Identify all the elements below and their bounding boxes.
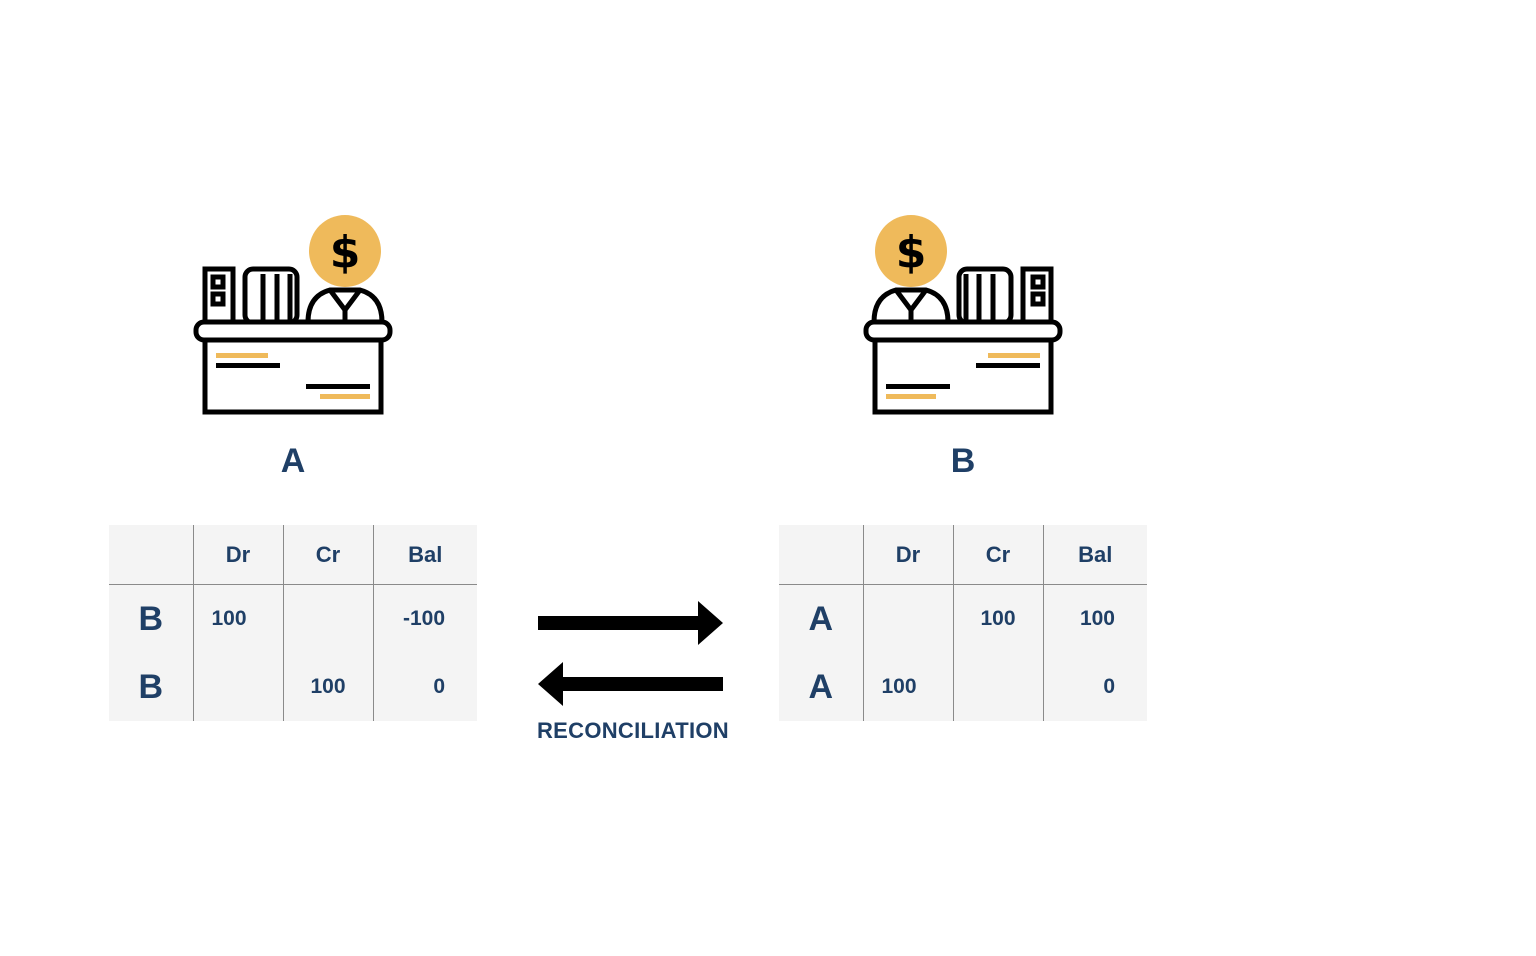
ledger-header-dr: Dr bbox=[862, 525, 953, 585]
arrow-right-icon bbox=[538, 601, 723, 645]
ledger-dr-cell bbox=[862, 584, 953, 654]
ledger-header-row: Dr Cr Bal bbox=[109, 525, 477, 585]
clerk-person-icon bbox=[305, 287, 385, 323]
ledger-bal-cell: 0 bbox=[372, 653, 477, 721]
party-a-ledger-table: Dr Cr Bal B 100 -100 B 100 0 bbox=[109, 525, 477, 721]
ledger-header-cr: Cr bbox=[952, 525, 1043, 585]
books-icon bbox=[956, 266, 1054, 326]
ledger-header-bal: Bal bbox=[372, 525, 477, 585]
ledger-account: B bbox=[138, 599, 164, 638]
ledger-header-cr: Cr bbox=[282, 525, 373, 585]
desk-icon bbox=[863, 319, 1063, 415]
ledger-header-bal: Bal bbox=[1042, 525, 1147, 585]
party-a-label: A bbox=[280, 442, 306, 480]
table-row: A 100 0 bbox=[779, 653, 1147, 721]
ledger-bal-cell: 100 bbox=[1042, 584, 1147, 654]
svg-text:$: $ bbox=[330, 227, 361, 278]
ledger-bal-cell: 0 bbox=[1042, 653, 1147, 721]
reconciliation-label: RECONCILIATION bbox=[536, 718, 729, 743]
dollar-coin-icon bbox=[309, 215, 381, 287]
ledger-dr-cell bbox=[192, 653, 283, 721]
ledger-header-dr: Dr bbox=[192, 525, 283, 585]
ledger-cr-cell: 100 bbox=[952, 584, 1043, 654]
party-a-banker-icon: $ bbox=[193, 215, 393, 415]
ledger-cr-cell bbox=[952, 653, 1043, 721]
ledger-account: B bbox=[138, 667, 164, 706]
party-b-ledger-table: Dr Cr Bal A 100 100 A 100 0 bbox=[779, 525, 1147, 721]
ledger-header-blank bbox=[109, 525, 193, 585]
books-icon bbox=[202, 266, 300, 326]
bidirectional-arrows-icon bbox=[538, 601, 723, 706]
table-row: B 100 0 bbox=[109, 653, 477, 721]
ledger-dr-cell: 100 bbox=[192, 584, 283, 654]
dollar-coin-icon bbox=[875, 215, 947, 287]
clerk-person-icon bbox=[871, 287, 951, 323]
ledger-cr-cell bbox=[282, 584, 373, 654]
arrow-left-icon bbox=[538, 662, 723, 706]
desk-icon bbox=[193, 319, 393, 415]
ledger-account: A bbox=[808, 667, 834, 706]
ledger-header-blank bbox=[779, 525, 863, 585]
ledger-header-row: Dr Cr Bal bbox=[779, 525, 1147, 585]
party-b-banker-icon: $ bbox=[863, 215, 1063, 415]
ledger-account: A bbox=[808, 599, 834, 638]
table-row: B 100 -100 bbox=[109, 584, 477, 654]
ledger-dr-cell: 100 bbox=[862, 653, 953, 721]
ledger-cr-cell: 100 bbox=[282, 653, 373, 721]
svg-text:$: $ bbox=[896, 227, 927, 278]
ledger-bal-cell: -100 bbox=[372, 584, 477, 654]
party-b-label: B bbox=[950, 442, 976, 480]
table-row: A 100 100 bbox=[779, 584, 1147, 654]
